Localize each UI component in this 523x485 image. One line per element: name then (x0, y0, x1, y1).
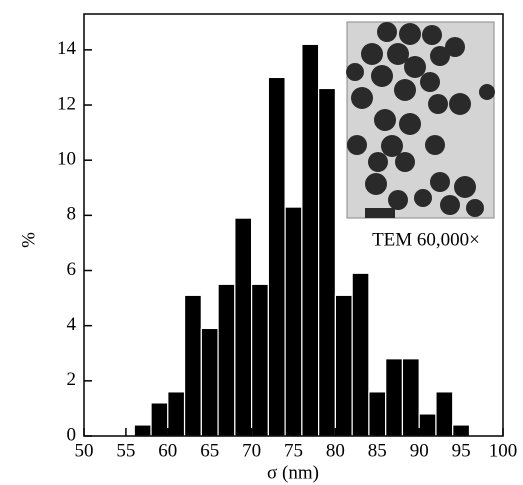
bar (217, 283, 236, 437)
bar (234, 217, 253, 437)
bar (334, 294, 353, 437)
bar (133, 424, 152, 437)
y-tick-label: 4 (67, 314, 77, 335)
bar (418, 413, 437, 437)
bar (318, 87, 337, 437)
x-tick-label: 55 (116, 440, 135, 461)
bar (183, 294, 202, 437)
bar (401, 358, 420, 437)
y-tick-label: 2 (67, 369, 77, 390)
bar (351, 272, 370, 437)
x-axis-label: σ (nm) (267, 462, 319, 483)
bar (284, 206, 303, 437)
bar (167, 391, 186, 437)
bar (435, 391, 454, 437)
x-tick-label: 80 (326, 440, 345, 461)
y-tick-label: 10 (57, 149, 76, 170)
y-axis-label: % (18, 232, 39, 248)
x-tick-label: 65 (200, 440, 219, 461)
x-tick-label: 85 (368, 440, 387, 461)
x-tick-label: 70 (242, 440, 261, 461)
bar (267, 76, 286, 437)
x-tick-label: 90 (410, 440, 429, 461)
inset-label-bg (350, 226, 500, 256)
x-tick-label: 95 (452, 440, 471, 461)
bar (200, 327, 219, 437)
y-tick-label: 14 (57, 38, 77, 59)
x-tick-label: 75 (284, 440, 303, 461)
bar (301, 43, 320, 437)
x-tick-label: 60 (158, 440, 177, 461)
y-tick-label: 0 (67, 424, 77, 445)
inset-label: TEM 60,000× (372, 229, 480, 250)
y-tick-label: 6 (67, 259, 77, 280)
tem-inset (346, 21, 495, 219)
y-tick-label: 12 (57, 93, 76, 114)
particles (346, 22, 495, 218)
bar (251, 283, 269, 437)
bar (385, 358, 404, 437)
x-tick-label: 50 (75, 440, 94, 461)
bar (150, 402, 169, 437)
x-tick-label: 100 (489, 440, 518, 461)
y-tick-label: 8 (67, 204, 77, 225)
